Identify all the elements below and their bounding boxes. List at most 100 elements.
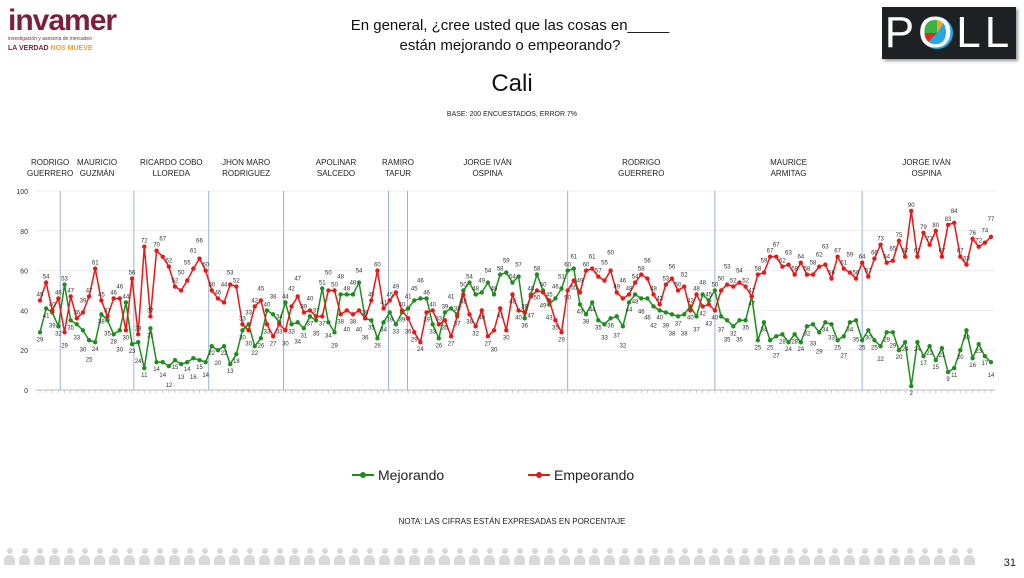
data-label: 66: [196, 239, 203, 245]
data-point: [620, 296, 626, 301]
base-note: BASE: 200 ENCUESTADOS, ERROR 7%: [446, 111, 578, 118]
data-label: 48: [632, 299, 639, 305]
data-point: [577, 302, 583, 307]
data-point: [344, 308, 349, 313]
data-label: 54: [509, 275, 516, 281]
data-point: [884, 330, 889, 335]
data-label: 33: [239, 316, 246, 322]
data-point: [945, 369, 951, 375]
data-label: 61: [589, 255, 596, 261]
data-point: [804, 324, 810, 329]
legend-mejorando: Mejorando: [352, 467, 444, 483]
data-point: [823, 320, 828, 325]
data-label: 38: [337, 319, 344, 325]
data-point: [737, 318, 742, 323]
data-label: 61: [92, 261, 99, 267]
data-label: 23: [129, 349, 136, 355]
period-label: RODRIGO GUERRERO: [26, 158, 74, 178]
data-point: [933, 228, 938, 233]
data-point: [804, 272, 810, 277]
data-point: [166, 264, 172, 269]
period-label: JHON MARO RODRIGUEZ: [222, 158, 271, 178]
data-point: [215, 348, 221, 353]
data-point: [504, 270, 509, 275]
data-label: 50: [712, 283, 719, 289]
data-point: [553, 296, 558, 301]
period-label: RODRIGO GUERRERO: [618, 158, 665, 178]
data-label: 27: [485, 341, 492, 347]
data-label: 52: [730, 279, 737, 285]
data-point: [516, 274, 521, 279]
data-label: 61: [570, 255, 577, 261]
person-icon: [229, 548, 240, 566]
data-label: 36: [405, 329, 412, 335]
data-label: 60: [564, 263, 571, 269]
data-point: [479, 308, 484, 313]
data-label: 15: [196, 365, 203, 371]
data-label: 45: [368, 292, 375, 298]
data-label: 11: [951, 373, 958, 379]
data-point: [264, 322, 270, 327]
data-label: 50: [208, 283, 215, 289]
data-label: 24: [135, 359, 142, 365]
data-label: 13: [227, 369, 234, 375]
data-label: 38: [583, 319, 590, 325]
data-point: [50, 308, 55, 313]
y-tick-label: 60: [20, 269, 28, 276]
data-label: 43: [705, 321, 712, 327]
data-point: [467, 280, 472, 285]
data-point: [326, 320, 331, 325]
data-point: [313, 318, 319, 323]
data-point: [632, 292, 638, 297]
data-label: 21: [939, 353, 946, 359]
data-point: [142, 244, 147, 249]
data-point: [988, 234, 994, 239]
data-point: [62, 330, 67, 335]
data-point: [859, 338, 865, 343]
data-label: 35: [742, 325, 749, 331]
data-point: [571, 278, 576, 283]
data-point: [645, 296, 650, 301]
data-point: [958, 348, 963, 353]
period-label: APOLINAR SALCEDO: [315, 158, 357, 178]
data-label: 39: [49, 323, 56, 329]
data-point: [356, 280, 362, 285]
data-point: [209, 344, 214, 349]
data-label: 40: [399, 302, 406, 308]
data-label: 35: [552, 325, 559, 331]
data-point: [424, 310, 429, 315]
data-point: [534, 288, 540, 293]
data-point: [731, 284, 736, 289]
data-point: [737, 280, 742, 285]
data-label: 47: [67, 288, 74, 294]
data-label: 33: [601, 335, 608, 341]
data-label: 37: [675, 321, 682, 327]
data-label: 46: [638, 309, 645, 315]
data-label: 30: [123, 335, 130, 341]
data-label: 63: [822, 245, 829, 251]
y-tick-label: 0: [24, 388, 28, 395]
data-label: 36: [521, 323, 528, 329]
data-label: 32: [804, 331, 811, 337]
data-point: [455, 314, 460, 319]
data-point: [675, 314, 681, 319]
data-point: [442, 318, 448, 323]
data-point: [497, 272, 503, 277]
data-point: [982, 240, 988, 245]
data-point: [375, 336, 380, 341]
tagline-b: NOS MUEVE: [50, 45, 93, 52]
data-label: 48: [693, 286, 700, 292]
poll-logo: POLL: [882, 7, 1016, 59]
person-icon: [514, 548, 525, 566]
tagline-a: LA VERDAD: [8, 45, 49, 52]
data-point: [724, 318, 730, 323]
person-icon: [199, 548, 210, 566]
period-label: MAURICE ARMITAG: [770, 158, 807, 178]
data-point: [810, 272, 816, 277]
data-label: 59: [847, 253, 854, 259]
data-label: 46: [644, 315, 651, 321]
data-point: [117, 328, 122, 333]
data-label: 56: [853, 271, 860, 277]
data-label: 42: [251, 298, 258, 304]
data-label: 34: [380, 327, 387, 333]
